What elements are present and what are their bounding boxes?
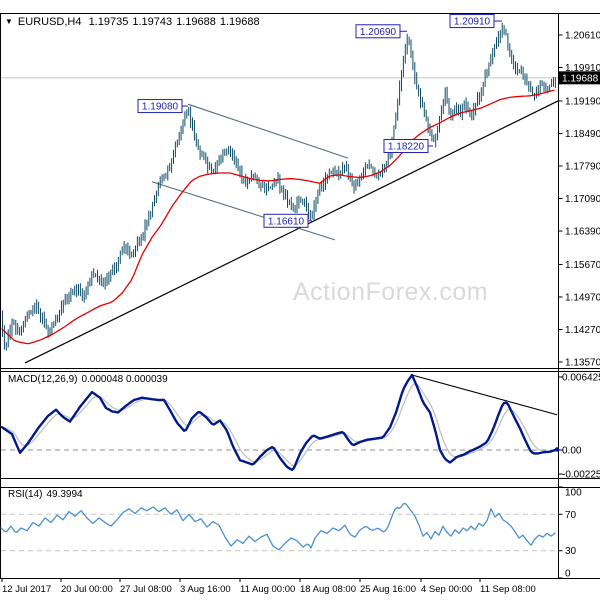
symbol-header: ▼ EURUSD,H4 1.19735 1.19743 1.19688 1.19688 <box>5 16 264 28</box>
price-annotation-box <box>137 99 183 114</box>
price-axis-label: 1.16390 <box>565 227 600 238</box>
price-annotation-label: 1.20910 <box>454 17 491 28</box>
price-axis-label: 1.20610 <box>565 30 600 41</box>
x-axis-label: 18 Aug 08:00 <box>300 584 356 595</box>
price-axis-label: 1.15670 <box>565 260 600 271</box>
x-axis-label: 3 Aug 16:00 <box>180 584 231 595</box>
rsi-axis-label: 0 <box>565 569 571 580</box>
current-price-tag <box>558 71 600 85</box>
close-value: 1.19688 <box>219 16 260 28</box>
price-axis-label: 1.13570 <box>565 358 600 369</box>
price-axis-label: 1.19910 <box>565 63 600 74</box>
macd-indicator-label: MACD(12,26,9) 0.000048 0.000039 <box>8 374 172 385</box>
low-value: 1.19688 <box>176 16 216 28</box>
current-price-tag-label: 1.19688 <box>562 73 599 84</box>
macd-axis-label: 0.00 <box>562 446 582 457</box>
price-annotation-box <box>383 139 429 154</box>
price-annotation-box <box>449 14 495 29</box>
rsi-axis-label: 70 <box>565 510 577 521</box>
price-axis-label: 1.19190 <box>565 96 600 107</box>
price-axis-label: 1.14270 <box>565 325 600 336</box>
price-annotation-label: 1.16610 <box>268 216 305 227</box>
rsi-indicator-label: RSI(14) 49.3994 <box>8 489 87 500</box>
price-axis-label: 1.17790 <box>565 161 600 172</box>
watermark: ActionForex.com <box>293 278 489 306</box>
rising-trendline <box>24 100 559 364</box>
macd-main-line <box>0 373 558 472</box>
price-annotation-box <box>355 24 401 39</box>
price-axis-label: 1.17090 <box>565 194 600 205</box>
falling-channel-line <box>187 103 349 159</box>
falling-channel-line <box>151 181 336 241</box>
x-axis-label: 11 Aug 00:00 <box>240 584 295 595</box>
x-axis-label: 11 Sep 08:00 <box>480 584 536 595</box>
price-axis-label: 1.18490 <box>565 129 600 140</box>
moving-average-line <box>1 89 555 345</box>
macd-axis-label: 0.006425 <box>562 373 600 384</box>
x-axis-label: 25 Aug 16:00 <box>360 584 416 595</box>
rsi-axis-label: 30 <box>565 546 577 557</box>
x-axis-label: 4 Sep 00:00 <box>421 584 472 595</box>
price-annotation-label: 1.18220 <box>388 142 425 153</box>
macd-values: 0.000048 0.000039 <box>81 374 168 385</box>
macd-name: MACD(12,26,9) <box>8 374 78 385</box>
macd-signal-line <box>1 383 557 467</box>
open-value: 1.19735 <box>88 16 129 28</box>
price-annotation-box <box>263 213 309 228</box>
chevron-down-icon[interactable]: ▼ <box>5 17 13 26</box>
x-axis-label: 20 Jul 00:00 <box>61 584 113 595</box>
high-value: 1.19743 <box>132 16 173 28</box>
macd-end-dot <box>554 447 560 452</box>
rsi-line <box>0 502 556 551</box>
rsi-value: 49.3994 <box>46 489 83 500</box>
rsi-name: RSI(14) <box>8 489 43 500</box>
symbol-label: EURUSD,H4 <box>17 16 82 28</box>
macd-trendline <box>411 374 558 416</box>
price-axis-label: 1.14970 <box>565 292 600 303</box>
price-annotation-label: 1.19080 <box>142 102 179 113</box>
x-axis-label: 12 Jul 2017 <box>2 584 51 595</box>
x-axis-label: 27 Jul 08:00 <box>120 584 172 595</box>
price-annotation-label: 1.20690 <box>360 27 397 38</box>
rsi-axis-label: 100 <box>565 488 582 499</box>
